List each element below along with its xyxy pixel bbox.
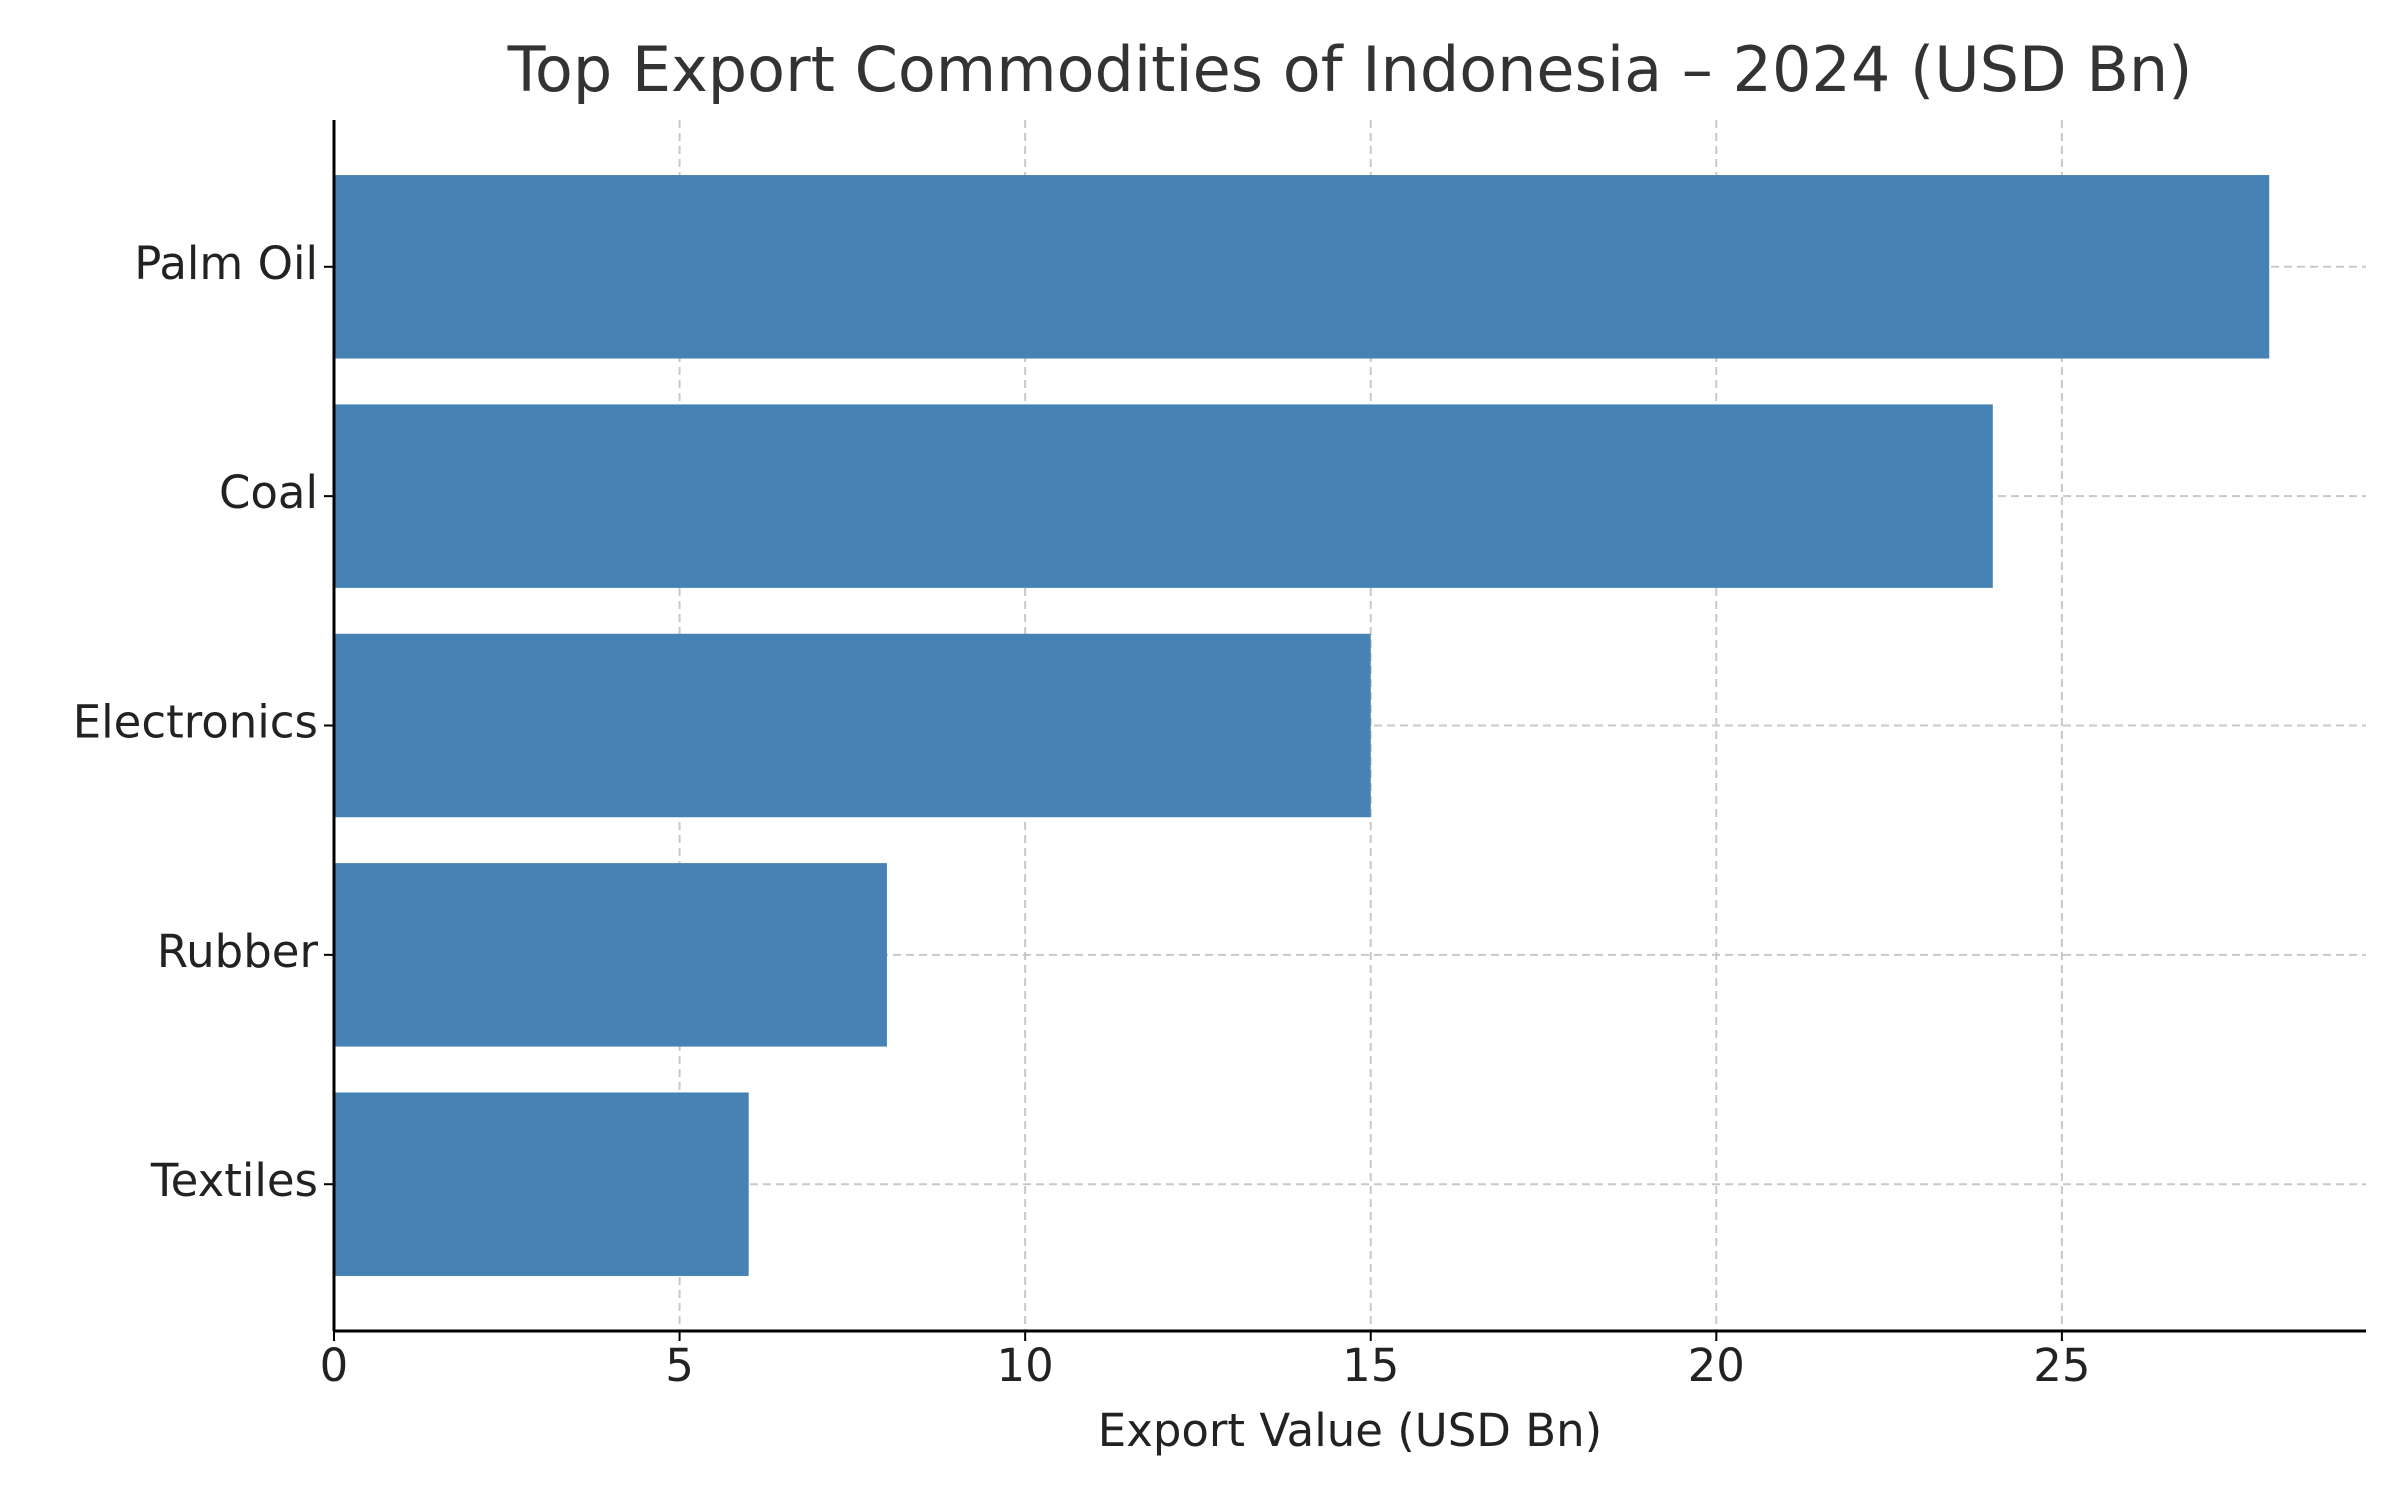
x-tick-label: 0 [320, 1339, 349, 1392]
x-tick-label: 10 [997, 1339, 1054, 1392]
y-tick-label: Palm Oil [134, 237, 318, 290]
x-axis-label: Export Value (USD Bn) [1098, 1404, 1602, 1457]
x-tick-label: 20 [1688, 1339, 1745, 1392]
chart-title: Top Export Commodities of Indonesia – 20… [507, 33, 2193, 106]
bar [334, 404, 1993, 588]
y-tick-label: Textiles [150, 1154, 318, 1207]
x-tick-label: 15 [1342, 1339, 1399, 1392]
bar [334, 1092, 749, 1276]
bar [334, 863, 887, 1047]
x-tick-label: 5 [665, 1339, 694, 1392]
bar [334, 175, 2270, 359]
y-tick-label: Electronics [73, 696, 318, 749]
bars [334, 175, 2270, 1276]
bar [334, 633, 1371, 818]
y-tick-label: Rubber [157, 925, 319, 978]
x-tick-label: 25 [2033, 1339, 2090, 1392]
y-tick-label: Coal [219, 466, 318, 519]
